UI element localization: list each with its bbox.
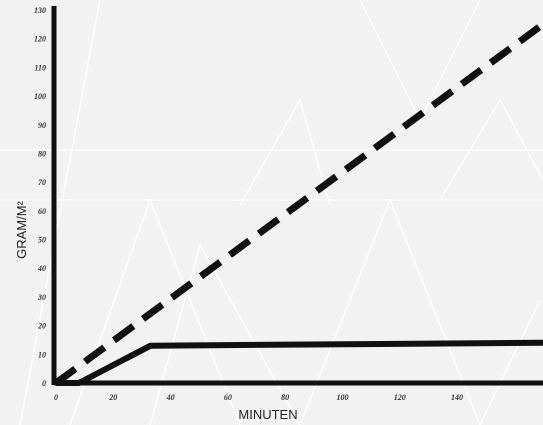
- x-axis-title: MINUTEN: [238, 407, 297, 422]
- y-tick-label: 40: [37, 264, 46, 273]
- series-line-dashed: [53, 21, 543, 386]
- y-tick-label: 30: [37, 293, 46, 302]
- y-tick-label: 110: [34, 63, 46, 72]
- x-tick-label: 20: [108, 393, 117, 402]
- plot-layer: 0 10 20 30 40 50 60 70 80 90 100 110 120 130 0 20 40 60 80…: [34, 6, 543, 402]
- y-tick-label: 70: [38, 178, 46, 187]
- series-line-solid: [56, 339, 543, 386]
- x-tick-label: 60: [224, 393, 232, 402]
- x-tick-label: 140: [451, 393, 463, 402]
- y-tick-label: 120: [34, 35, 46, 44]
- y-tick-label: 80: [38, 149, 46, 158]
- x-tick-label: 80: [281, 393, 289, 402]
- y-tick-label: 10: [38, 350, 46, 359]
- y-axis-title: GRAM/M²: [14, 200, 29, 258]
- y-tick-label: 130: [34, 6, 46, 15]
- y-tick-label: 100: [34, 92, 46, 101]
- y-tick-label: 50: [38, 236, 46, 245]
- x-tick-label: 0: [54, 393, 58, 402]
- x-tick-label: 120: [394, 393, 406, 402]
- y-tick-label: 0: [42, 379, 46, 388]
- x-tick-label: 100: [336, 393, 348, 402]
- y-tick-label: 20: [37, 322, 46, 331]
- y-tick-label: 60: [38, 207, 46, 216]
- y-tick-label: 90: [38, 121, 46, 130]
- x-tick-label: 40: [166, 393, 175, 402]
